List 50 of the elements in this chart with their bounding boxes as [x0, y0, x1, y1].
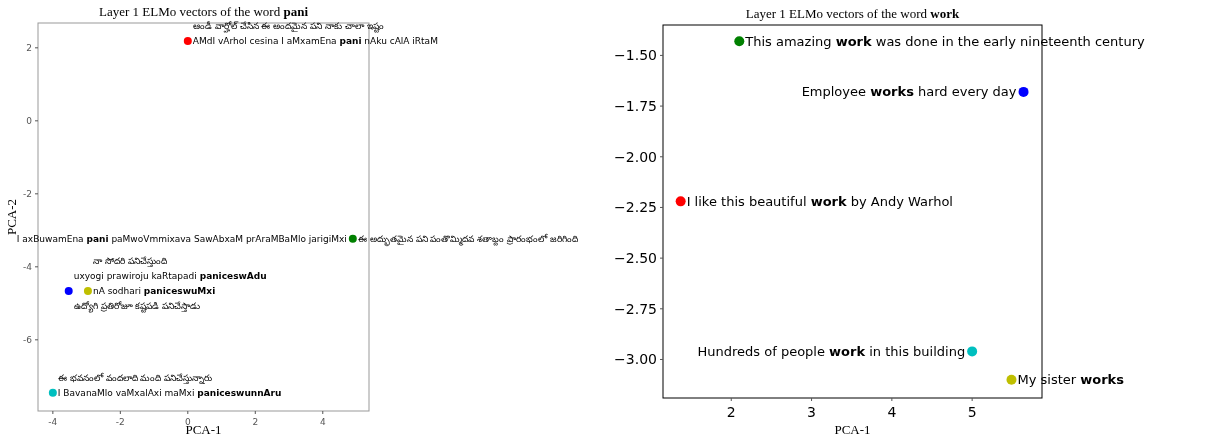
annotation: ఈ భవనంలో వందలాది మంది పనిచేస్తున్నారు	[57, 371, 213, 385]
point	[675, 196, 686, 207]
y-tick-label: −2.00	[614, 148, 657, 165]
x-tick-label: 5	[967, 404, 977, 420]
annotation: Hundreds of people work in this building	[697, 343, 966, 359]
y-tick-label: −1.50	[614, 47, 657, 64]
y-tick-label: -6	[23, 334, 33, 345]
chart-title: Layer 1 ELMo vectors of the word pani	[98, 4, 309, 19]
point	[1018, 86, 1029, 97]
annotation: nA sodhari paniceswuMxi	[92, 286, 216, 297]
y-tick-label: 2	[26, 42, 32, 53]
point	[48, 388, 57, 397]
x-tick-label: 4	[887, 404, 897, 420]
y-tick-label: -2	[23, 188, 32, 199]
annotation: AMdI vArhol cesina I aMxamEna pani nAku cAlA iRtaM	[192, 36, 438, 47]
y-tick-label: 0	[26, 115, 33, 126]
annotation: uxyogi prawiroju kaRtapadi paniceswAdu	[73, 271, 267, 282]
x-axis-title: PCA-1	[834, 422, 871, 437]
x-tick-label: 0	[184, 417, 191, 427]
y-tick-label: −2.50	[614, 250, 657, 267]
chart-title: Layer 1 ELMo vectors of the word work	[745, 6, 960, 21]
annotation: నా సోదరి పనిచేస్తుంది	[92, 256, 168, 268]
point	[1006, 374, 1017, 385]
annotation: I axBuwamEna pani paMwoVmmixava SawAbxaM prAraMBaMlo jarigiMxi	[16, 233, 347, 244]
point	[348, 234, 357, 243]
y-tick-label: −2.25	[614, 199, 657, 216]
x-tick-label: 4	[319, 417, 326, 427]
annotation: Employee works hard every day	[801, 84, 1017, 100]
annotation: I BavanaMlo vaMxalAxi maMxi paniceswunnAru	[57, 387, 282, 398]
y-tick-label: −1.75	[614, 97, 657, 114]
x-tick-label: 2	[726, 404, 736, 420]
point	[64, 286, 73, 295]
y-tick-label: -4	[23, 261, 33, 272]
x-tick-label: 3	[807, 404, 817, 420]
annotation: This amazing work was done in the early nineteenth century	[744, 33, 1145, 49]
annotation: ఆండీ వార్హోల్ చేసిన ఈ అందమైన పని నాకు చాలా ఇష్టం	[192, 21, 384, 34]
annotation: ఈ అద్భుతమైన పని పంతొమ్మిదవ శతాబ్దం ప్రారంభంలో జరిగింది	[357, 232, 579, 247]
annotation: ఉద్యోగి ప్రతిరోజూ కష్టపడి పనిచేస్తాడు	[73, 301, 201, 314]
y-tick-label: −2.75	[614, 300, 657, 317]
point	[83, 286, 92, 295]
x-tick-label: -4	[48, 417, 58, 427]
point	[183, 36, 192, 45]
point	[734, 36, 745, 47]
x-tick-label: -2	[115, 417, 125, 427]
y-axis-title: PCA-2	[4, 198, 19, 236]
x-tick-label: 2	[252, 417, 259, 427]
annotation: I like this beautiful work by Andy Warhol	[686, 193, 953, 209]
y-tick-label: −3.00	[614, 351, 657, 368]
annotation: My sister works	[1017, 372, 1125, 388]
point	[967, 346, 978, 357]
